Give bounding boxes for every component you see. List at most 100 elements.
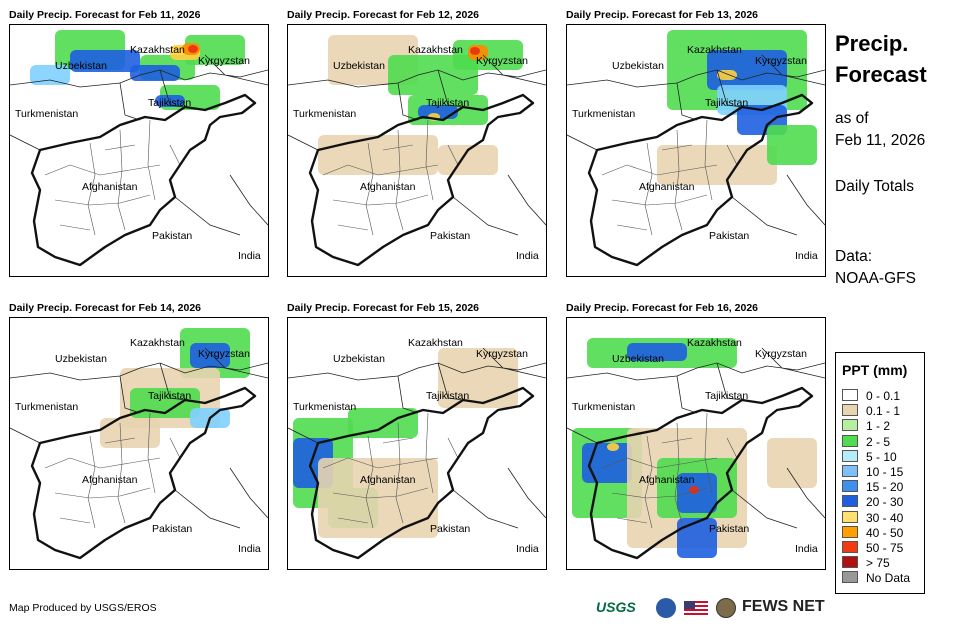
- legend-swatch: [842, 541, 858, 553]
- precip-map: Uzbekistan Kazakhstan Kyrgyzstan Tajikistan…: [9, 317, 269, 570]
- country-label-turkmenistan: Turkmenistan: [293, 401, 356, 413]
- province-border: [447, 437, 459, 459]
- province-border: [169, 437, 181, 459]
- country-label-pakistan: Pakistan: [152, 523, 192, 535]
- country-label-uzbekistan: Uzbekistan: [333, 60, 385, 72]
- province-border: [611, 194, 708, 206]
- precip-area: [318, 135, 438, 175]
- country-label-tajikistan: Tajikistan: [426, 97, 469, 109]
- legend-swatch: [842, 404, 858, 417]
- province-border: [347, 457, 439, 469]
- daily-totals-text: Daily Totals: [835, 178, 914, 195]
- country-label-uzbekistan: Uzbekistan: [55, 60, 107, 72]
- precip-area: [767, 125, 817, 165]
- province-border: [661, 144, 693, 151]
- precip-area: [348, 408, 418, 438]
- neighbor-borders: [567, 54, 825, 236]
- neighbor-borders: [10, 347, 268, 529]
- province-border: [59, 224, 91, 231]
- neighbor-borders: [10, 54, 268, 236]
- province-border: [726, 437, 738, 459]
- precip-map-svg: Uzbekistan Kazakhstan Kyrgyzstan Tajikistan…: [10, 328, 268, 560]
- legend-label: 0.1 - 1: [866, 404, 901, 419]
- forecast-panel-2: Daily Precip. Forecast for Feb 12, 2026 U…: [287, 9, 547, 277]
- province-border: [54, 487, 151, 499]
- legend-swatch: [842, 419, 858, 432]
- legend-item: No Data: [842, 571, 910, 585]
- country-label-tajikistan: Tajikistan: [426, 390, 469, 402]
- legend-swatch: [842, 495, 858, 508]
- afghanistan-border: [587, 386, 814, 560]
- legend-label: 15 - 20: [866, 480, 904, 495]
- country-label-turkmenistan: Turkmenistan: [293, 108, 356, 120]
- province-border: [365, 435, 374, 529]
- country-label-tajikistan: Tajikistan: [148, 97, 191, 109]
- province-border: [626, 164, 718, 176]
- province-border: [382, 437, 414, 444]
- country-label-india: India: [795, 543, 818, 555]
- country-label-turkmenistan: Turkmenistan: [15, 401, 78, 413]
- afghanistan-border: [587, 93, 814, 267]
- panel-title: Daily Precip. Forecast for Feb 13, 2026: [566, 9, 759, 21]
- country-label-kyrgyzstan: Kyrgyzstan: [755, 348, 807, 360]
- forecast-panel-4: Daily Precip. Forecast for Feb 14, 2026 U…: [9, 302, 269, 570]
- country-label-india: India: [238, 250, 261, 262]
- province-border: [104, 437, 136, 444]
- legend-label: 2 - 5: [866, 434, 891, 449]
- country-label-india: India: [795, 250, 818, 262]
- neighbor-borders: [288, 54, 546, 236]
- precip-map-svg: Uzbekistan Kazakhstan Kyrgyzstan Tajikistan…: [567, 30, 825, 267]
- country-label-uzbekistan: Uzbekistan: [55, 353, 107, 365]
- legend-swatch: [842, 434, 858, 447]
- province-border: [87, 435, 96, 529]
- forecast-panel-1: Daily Precip. Forecast for Feb 11, 2026 U…: [9, 9, 269, 277]
- province-border: [337, 224, 369, 231]
- afghanistan-border: [308, 93, 535, 267]
- data-source-label: Data:: [835, 248, 873, 265]
- afghanistan-border: [308, 386, 535, 560]
- precip-area: [100, 418, 160, 448]
- precip-map: Uzbekistan Kazakhstan Kyrgyzstan Tajikistan…: [566, 24, 826, 277]
- province-border: [322, 457, 349, 469]
- legend-item: 0 - 0.1: [842, 389, 900, 403]
- country-label-kazakhstan: Kazakhstan: [130, 337, 185, 349]
- us-flag-icon: [684, 601, 708, 616]
- as-of-date: Feb 11, 2026: [835, 132, 926, 149]
- data-source-value: NOAA-GFS: [835, 270, 916, 287]
- country-label-turkmenistan: Turkmenistan: [15, 108, 78, 120]
- country-label-india: India: [238, 543, 261, 555]
- precip-map: Uzbekistan Kazakhstan Kyrgyzstan Tajikistan…: [566, 317, 826, 570]
- legend-swatch: [842, 480, 858, 493]
- precip-area: [30, 65, 70, 85]
- province-border: [674, 129, 683, 231]
- country-label-kyrgyzstan: Kyrgyzstan: [198, 55, 250, 67]
- legend-label: > 75: [866, 556, 890, 571]
- province-border: [59, 517, 91, 524]
- country-label-pakistan: Pakistan: [709, 230, 749, 242]
- province-border: [644, 142, 653, 236]
- province-border: [44, 457, 71, 469]
- precip-area: [689, 486, 699, 494]
- province-border: [69, 164, 161, 176]
- province-border: [616, 517, 648, 524]
- province-border: [44, 164, 71, 176]
- country-label-uzbekistan: Uzbekistan: [612, 353, 664, 365]
- as-of-line1: as of: [835, 110, 869, 127]
- country-label-kazakhstan: Kazakhstan: [130, 44, 185, 56]
- side-title: Precip. Forecast: [835, 28, 927, 90]
- province-border: [322, 164, 349, 176]
- legend-item: 5 - 10: [842, 449, 897, 464]
- legend-swatch: [842, 465, 858, 477]
- precip-area: [607, 443, 619, 451]
- province-border: [661, 437, 693, 444]
- country-label-kazakhstan: Kazakhstan: [687, 337, 742, 349]
- panel-title: Daily Precip. Forecast for Feb 14, 2026: [9, 302, 202, 314]
- side-title-line1: Precip.: [835, 31, 909, 56]
- legend-item: 0.1 - 1: [842, 404, 900, 418]
- province-border: [54, 194, 151, 206]
- country-label-uzbekistan: Uzbekistan: [333, 353, 385, 365]
- legend-label: No Data: [866, 571, 911, 586]
- precip-area: [188, 45, 198, 53]
- as-of-text: as of Feb 11, 2026: [835, 108, 925, 152]
